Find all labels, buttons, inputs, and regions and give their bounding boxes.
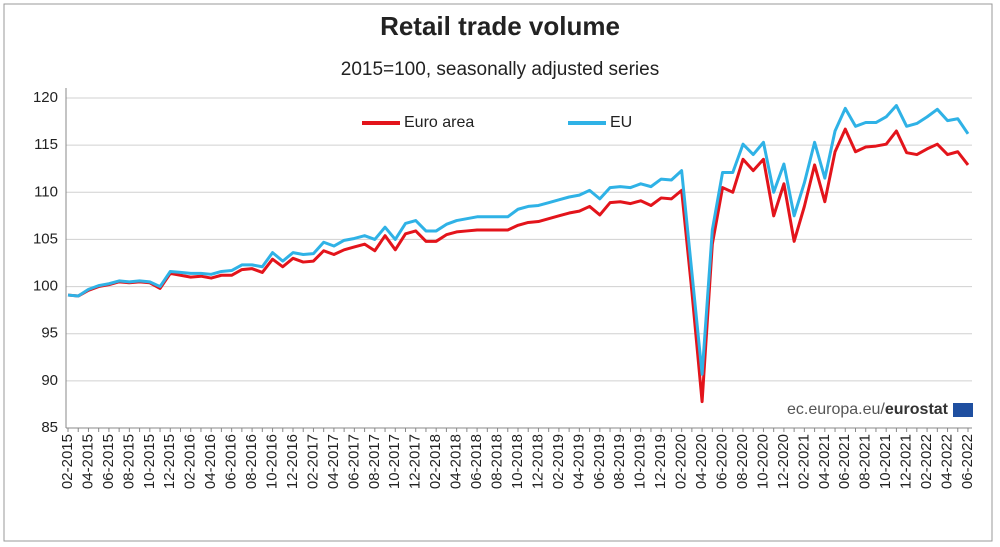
x-tick-label: 12-2021 [898, 434, 915, 489]
x-tick-label: 06-2019 [591, 434, 608, 489]
x-tick-label: 04-2022 [939, 434, 956, 489]
x-tick-label: 08-2019 [611, 434, 628, 489]
x-tick-label: 04-2021 [816, 434, 833, 489]
x-tick-label: 02-2019 [550, 434, 567, 489]
x-tick-label: 12-2015 [161, 434, 178, 489]
chart-title: Retail trade volume [380, 11, 620, 41]
x-tick-label: 04-2020 [693, 434, 710, 489]
x-tick-label: 10-2017 [386, 434, 403, 489]
x-tick-label: 02-2020 [673, 434, 690, 489]
x-tick-label: 04-2016 [202, 434, 219, 489]
series-line [67, 127, 970, 404]
series-line [67, 104, 970, 376]
chart-subtitle: 2015=100, seasonally adjusted series [341, 59, 659, 80]
x-tick-label: 08-2016 [243, 434, 260, 489]
x-tick-label: 12-2016 [284, 434, 301, 489]
x-tick-label: 10-2020 [754, 434, 771, 489]
source-brand: eurostat [885, 401, 949, 418]
x-tick-label: 06-2015 [100, 434, 117, 489]
x-tick-label: 08-2015 [120, 434, 137, 489]
x-tick-label: 06-2022 [959, 434, 976, 489]
x-tick-label: 04-2018 [448, 434, 465, 489]
x-tick-label: 02-2016 [182, 434, 199, 489]
x-tick-label: 08-2020 [734, 434, 751, 489]
x-tick-label: 02-2022 [918, 434, 935, 489]
x-tick-label: 02-2015 [59, 434, 76, 489]
x-tick-label: 06-2018 [468, 434, 485, 489]
x-tick-label: 02-2017 [304, 434, 321, 489]
x-tick-label: 06-2017 [345, 434, 362, 489]
y-tick-label: 95 [41, 325, 58, 342]
y-tick-label: 120 [33, 89, 58, 106]
x-tick-label: 08-2021 [857, 434, 874, 489]
y-tick-label: 100 [33, 278, 58, 295]
eu-flag [953, 403, 973, 417]
x-tick-label: 12-2017 [407, 434, 424, 489]
y-tick-label: 115 [34, 136, 58, 153]
y-tick-label: 105 [33, 230, 58, 247]
x-tick-label: 04-2015 [79, 434, 96, 489]
x-tick-label: 12-2018 [529, 434, 546, 489]
x-tick-label: 06-2020 [714, 434, 731, 489]
source: ec.europa.eu/eurostat [787, 401, 949, 418]
y-tick-label: 85 [41, 419, 58, 436]
legend-label: Euro area [404, 114, 474, 131]
y-tick-label: 110 [34, 183, 58, 200]
source-domain: ec.europa.eu/ [787, 401, 885, 418]
x-tick-label: 02-2018 [427, 434, 444, 489]
x-tick-label: 12-2019 [652, 434, 669, 489]
x-tick-label: 10-2015 [141, 434, 158, 489]
x-tick-label: 12-2020 [775, 434, 792, 489]
x-tick-label: 08-2018 [489, 434, 506, 489]
legend-label: EU [610, 114, 632, 131]
x-tick-label: 10-2018 [509, 434, 526, 489]
x-tick-label: 10-2016 [264, 434, 281, 489]
x-tick-label: 06-2016 [223, 434, 240, 489]
x-tick-label: 08-2017 [366, 434, 383, 489]
x-tick-label: 02-2021 [795, 434, 812, 489]
x-tick-label: 10-2021 [877, 434, 894, 489]
x-tick-label: 04-2017 [325, 434, 342, 489]
x-tick-label: 10-2019 [632, 434, 649, 489]
x-tick-label: 06-2021 [836, 434, 853, 489]
x-tick-label: 04-2019 [570, 434, 587, 489]
y-tick-label: 90 [41, 372, 58, 389]
